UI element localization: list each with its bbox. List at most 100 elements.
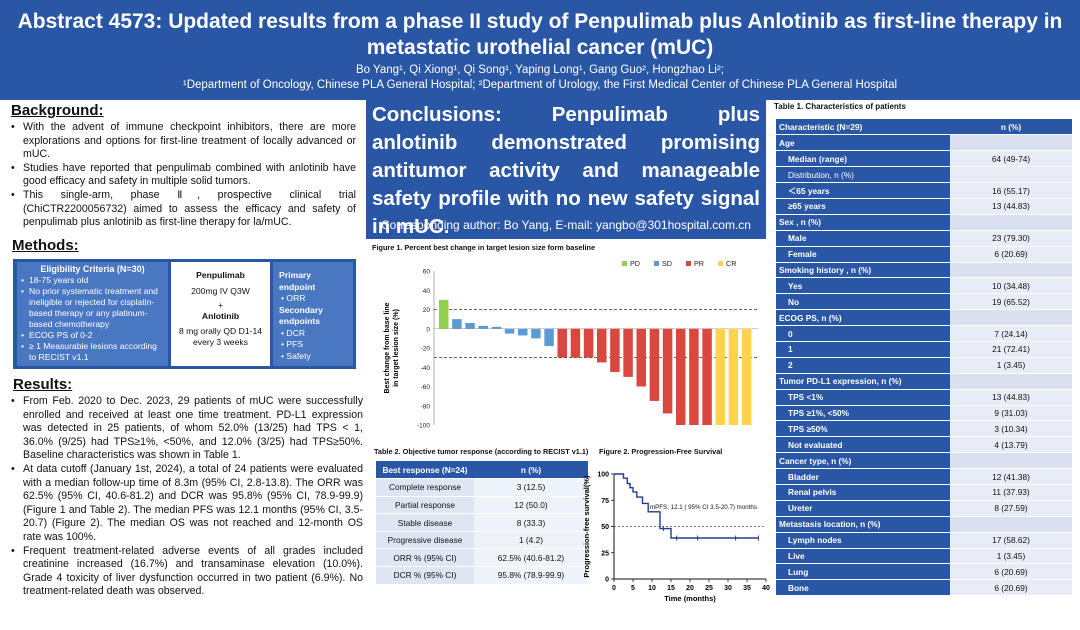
x-tick-label: 35 [743, 585, 751, 592]
bar-pr [649, 328, 660, 401]
table-cell: 0 [776, 325, 950, 342]
bar-cr [728, 328, 739, 425]
table-row: Complete response 3 (12.5) [376, 478, 588, 497]
table-header: Characteristic (N=29) [776, 119, 950, 136]
table-cell: 9 (31.03) [950, 405, 1072, 422]
eligibility-item: No prior systematic treatment and inelig… [21, 286, 164, 330]
methods-diagram: Eligibility Criteria (N=30) 18-75 years … [13, 259, 356, 369]
table-cell: 6 (20.69) [950, 563, 1072, 581]
drug2-name: Anlotinib [201, 311, 240, 321]
table-category-row: Sex , n (%) [776, 214, 1072, 231]
y-tick-label: -80 [421, 403, 431, 410]
conclusion-text: Conclusions: Penpulimab plus anlotinib d… [372, 103, 760, 238]
table-cell: 12 (41.38) [950, 468, 1072, 485]
table-category-row: Smoking history , n (%) [776, 262, 1072, 279]
table-cell [950, 309, 1072, 327]
table-category-row: Metastasis location, n (%) [776, 516, 1072, 533]
table-cell: 6 (20.69) [950, 246, 1072, 263]
results-heading: Results: [13, 376, 73, 393]
table-cell: ＜65 years [776, 182, 950, 199]
legend-label-sd: SD [662, 259, 672, 268]
table-cell [950, 373, 1072, 390]
y-tick-label: -20 [421, 346, 431, 353]
bar-sd [531, 328, 541, 339]
table-cell: Female [776, 246, 950, 263]
x-tick-label: 0 [612, 585, 616, 592]
table1-caption: Table 1. Characteristics of patients [774, 102, 906, 111]
y-tick-label: -100 [417, 423, 430, 430]
table-cell: 21 (72.41) [950, 341, 1072, 358]
x-tick-label: 40 [762, 585, 770, 592]
bar-pr [557, 328, 567, 358]
table-cell: Not evaluated [776, 436, 950, 454]
table-row: TPS ≥50% 3 (10.34) [776, 420, 1072, 438]
table-row: TPS <1% 13 (44.83) [776, 389, 1072, 406]
eligibility-item: ≥ 1 Measurable lesions according to RECI… [21, 341, 164, 363]
table-cell: Partial response [376, 496, 474, 515]
table-row: 1 21 (72.41) [776, 341, 1072, 358]
table-cell: 3 (12.5) [474, 478, 588, 497]
table-cell: 1 (3.45) [950, 357, 1072, 374]
table-row: Ureter 8 (27.59) [776, 500, 1072, 517]
x-tick-label: 30 [724, 585, 732, 592]
drug1-dose: 200mg IV Q3W [191, 286, 250, 296]
bar-sd [465, 322, 475, 329]
table-row: Bladder 12 (41.38) [776, 468, 1072, 485]
bar-pr [662, 328, 673, 414]
background-bullet: Studies have reported that penpulimab co… [8, 162, 356, 189]
table-cell: 1 (4.2) [474, 531, 588, 550]
secondary-endpoint: • DCR [281, 327, 306, 338]
bar-pd [439, 299, 449, 329]
table-cell: TPS <1% [776, 389, 950, 406]
table-cell: 16 (55.17) [950, 182, 1072, 199]
table-cell: Median (range) [776, 150, 950, 168]
x-tick-label: 15 [667, 585, 675, 592]
table-row: Live 1 (3.45) [776, 548, 1072, 565]
y-tick-label: 20 [423, 307, 431, 314]
bar-pr [597, 328, 607, 363]
table-cell: 13 (44.83) [950, 198, 1072, 215]
y-axis-label-line: in target lesion size (%) [393, 309, 400, 387]
table-cell: ORR % (95% CI) [376, 548, 474, 568]
table-cell: Stable disease [376, 513, 474, 532]
legend-swatch-pd [622, 261, 627, 266]
bar-sd [504, 328, 515, 334]
bar-pr [623, 328, 633, 377]
table-cell [950, 214, 1072, 231]
table-cell: 13 (44.83) [950, 389, 1072, 406]
x-axis-label: Time (months) [664, 594, 716, 603]
bar-sd [478, 325, 488, 329]
results-bullet: At data cutoff (January 1st, 2024), a to… [8, 463, 363, 545]
y-tick-label: 0 [426, 326, 430, 333]
table-cell: 23 (79.30) [950, 230, 1072, 247]
table-header: Best response (N=24) [376, 461, 474, 480]
drug2-dose: 8 mg orally QD D1-14 [178, 326, 263, 336]
table-category-row: Tumor PD-L1 expression, n (%) [776, 373, 1072, 390]
table-cell: 64 (49-74) [950, 150, 1072, 168]
secondary-endpoint: • PFS [281, 339, 304, 349]
table-cell: Ureter [776, 500, 950, 517]
table-cell: Tumor PD-L1 expression, n (%) [776, 373, 950, 390]
treatment-box: Penpulimab 200mg IV Q3W + Anlotinib 8 mg… [171, 262, 270, 366]
table-row: ≥65 years 13 (44.83) [776, 198, 1072, 215]
table-cell [950, 166, 1072, 184]
y-tick-label: 40 [423, 288, 431, 295]
eligibility-title: Eligibility Criteria (N=30) [40, 264, 145, 274]
x-tick-label: 10 [648, 585, 656, 592]
table-cell: 6 (20.69) [950, 579, 1072, 597]
figure2-caption: Figure 2. Progression-Free Survival [599, 447, 723, 456]
table-cell: 2 [776, 357, 950, 374]
legend-label-pd: PD [630, 259, 640, 268]
y-tick-label: 50 [601, 524, 609, 531]
y-axis-label: Best change from base line in target lesi… [384, 302, 400, 393]
eligibility-item: ECOG PS of 0-2 [21, 330, 164, 341]
table-cell: 95.8% (78.9-99.9) [474, 566, 588, 585]
table-row: Female 6 (20.69) [776, 246, 1072, 263]
table-header: n (%) [950, 119, 1072, 136]
bar-sd [452, 319, 462, 329]
secondary-endpoint: • Safety [281, 350, 311, 361]
table-cell: ≥65 years [776, 198, 950, 215]
legend-label-cr: CR [726, 259, 736, 268]
methods-heading: Methods: [12, 237, 79, 254]
